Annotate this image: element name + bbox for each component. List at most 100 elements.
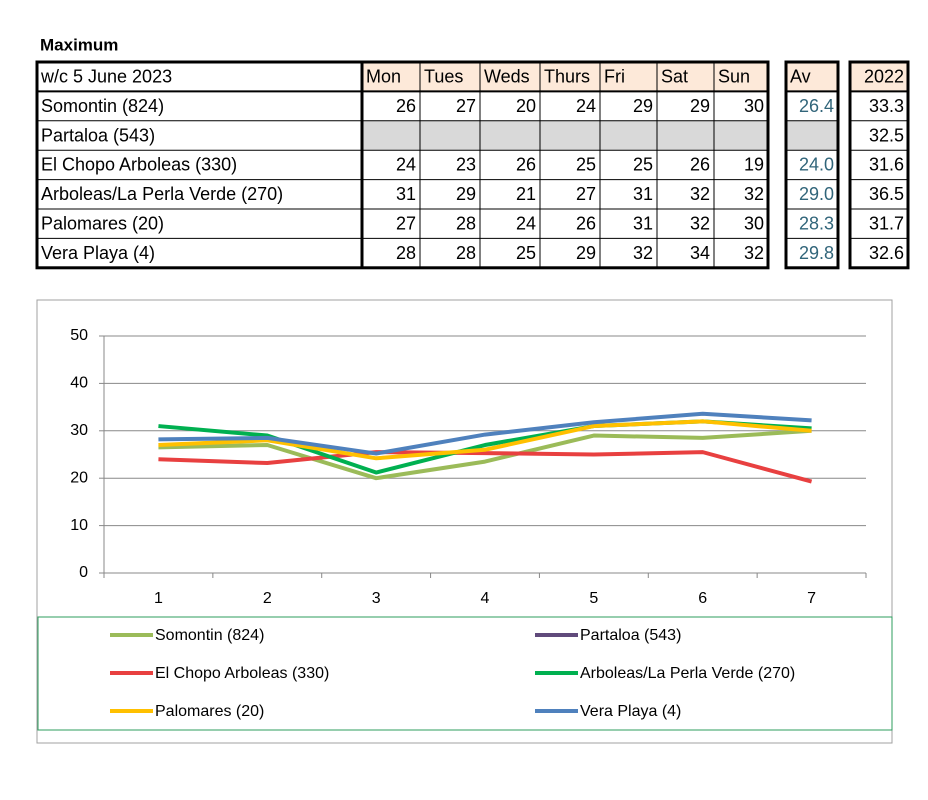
row-name: Partaloa (543): [41, 125, 155, 145]
header-text: Fri: [604, 66, 625, 86]
series-line: [158, 411, 812, 456]
title: Maximum: [40, 35, 118, 54]
header-cell: [540, 62, 600, 92]
y-tick-label: 30: [70, 422, 88, 439]
cell: 21: [516, 184, 536, 204]
header-text: Tues: [424, 66, 463, 86]
x-tick-label: 3: [372, 590, 381, 607]
cell: 28: [396, 243, 416, 263]
y-tick-label: 10: [70, 517, 88, 534]
prev-cell: 31.7: [869, 213, 904, 233]
legend-label: El Chopo Arboleas (330): [155, 665, 329, 682]
av-cell: 29.8: [799, 243, 834, 263]
cell: 20: [516, 96, 536, 116]
cell: 28: [456, 213, 476, 233]
header-text: 2022: [864, 66, 904, 86]
cell: 27: [576, 184, 596, 204]
cell: 25: [633, 155, 653, 175]
table-border: [848, 60, 910, 270]
cell: 26: [690, 155, 710, 175]
empty-cell: [480, 120, 540, 151]
row-name: Vera Playa (4): [41, 243, 155, 263]
cell: 23: [456, 155, 476, 175]
table-border: [35, 60, 770, 270]
row-name: Somontin (824): [41, 96, 164, 116]
cell: 27: [456, 96, 476, 116]
cell: 29: [690, 96, 710, 116]
empty-cell: [657, 120, 714, 151]
av-cell: 29.0: [799, 184, 834, 204]
y-tick-label: 40: [70, 375, 88, 392]
cell: 28: [456, 243, 476, 263]
cell: 32: [690, 213, 710, 233]
cell: 25: [576, 155, 596, 175]
header-cell: [786, 62, 838, 92]
row-name: Palomares (20): [41, 213, 164, 233]
legend-label: Partaloa (543): [580, 627, 681, 644]
cell: 25: [516, 243, 536, 263]
header-text: Sat: [661, 66, 688, 86]
y-tick-label: 0: [79, 564, 88, 581]
series-line: [158, 419, 812, 461]
legend-label: Arboleas/La Perla Verde (270): [580, 665, 795, 682]
cell: 32: [744, 184, 764, 204]
empty-cell: [420, 120, 480, 151]
av-cell: 26.4: [799, 96, 834, 116]
cell: 19: [744, 155, 764, 175]
cell: 31: [633, 184, 653, 204]
header-cell: [420, 62, 480, 92]
series-line: [158, 428, 812, 481]
cell: 29: [576, 243, 596, 263]
cell: 26: [396, 96, 416, 116]
prev-cell: 33.3: [869, 96, 904, 116]
prev-cell: 31.6: [869, 155, 904, 175]
legend-label: Palomares (20): [155, 703, 264, 720]
cell: 34: [690, 243, 710, 263]
header-text: Sun: [718, 66, 750, 86]
cell: 29: [456, 184, 476, 204]
empty-cell: [600, 120, 657, 151]
cell: 26: [576, 213, 596, 233]
cell: 24: [396, 155, 416, 175]
x-tick-label: 1: [154, 590, 163, 607]
prev-cell: 36.5: [869, 184, 904, 204]
x-tick-label: 5: [589, 590, 598, 607]
legend-label: Somontin (824): [155, 627, 264, 644]
header-text: Av: [790, 66, 811, 86]
y-tick-label: 20: [70, 469, 88, 486]
cell: 26: [516, 155, 536, 175]
row-name: El Chopo Arboleas (330): [41, 155, 237, 175]
cell: 31: [396, 184, 416, 204]
empty-cell: [540, 120, 600, 151]
chart-frame: [36, 299, 893, 744]
y-tick-label: 50: [70, 327, 88, 344]
cell: 32: [744, 243, 764, 263]
cell: 24: [576, 96, 596, 116]
header-cell: [362, 62, 420, 92]
cell: 31: [633, 213, 653, 233]
header-text: Weds: [484, 66, 530, 86]
header-cell: [850, 62, 908, 92]
empty-cell: [714, 120, 768, 151]
row-name: Arboleas/La Perla Verde (270): [41, 184, 283, 204]
series-line: [158, 450, 813, 484]
cell: 32: [633, 243, 653, 263]
x-tick-label: 7: [807, 590, 816, 607]
empty-cell: [786, 120, 838, 151]
x-tick-label: 4: [481, 590, 490, 607]
header-cell: [600, 62, 657, 92]
av-cell: 28.3: [799, 213, 834, 233]
prev-cell: 32.5: [869, 125, 904, 145]
cell: 30: [744, 213, 764, 233]
header-text: w/c 5 June 2023: [40, 66, 172, 86]
legend-label: Vera Playa (4): [580, 703, 681, 720]
header-text: Mon: [366, 66, 401, 86]
empty-cell: [362, 120, 420, 151]
av-cell: 24.0: [799, 155, 834, 175]
cell: 32: [690, 184, 710, 204]
x-tick-label: 2: [263, 590, 272, 607]
header-cell: [657, 62, 714, 92]
prev-cell: 32.6: [869, 243, 904, 263]
cell: 29: [633, 96, 653, 116]
